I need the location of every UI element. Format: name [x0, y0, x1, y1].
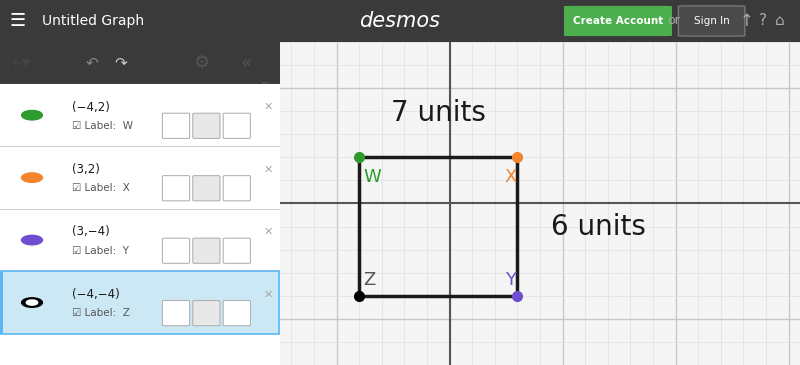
Text: ?: ? [759, 14, 767, 28]
Text: Sign In: Sign In [694, 16, 730, 26]
Text: Z: Z [363, 271, 375, 289]
Text: «: « [241, 54, 252, 72]
Text: (−4,−4): (−4,−4) [72, 288, 120, 301]
Text: A: A [232, 119, 242, 133]
Text: A: A [232, 306, 242, 320]
Text: ☑ Label:  Y: ☑ Label: Y [72, 246, 129, 256]
Text: A: A [173, 246, 179, 256]
Text: A: A [202, 119, 210, 132]
Text: 7 units: 7 units [391, 99, 486, 127]
Text: ☰: ☰ [10, 12, 26, 30]
Text: ✕: ✕ [263, 227, 273, 237]
Text: ↶: ↶ [86, 55, 98, 70]
Text: 6 units: 6 units [551, 212, 646, 241]
Text: ✕: ✕ [263, 102, 273, 112]
Text: Y: Y [505, 271, 516, 289]
Text: ↷: ↷ [114, 55, 126, 70]
Text: ☑ Label:  X: ☑ Label: X [72, 183, 130, 193]
Text: Untitled Graph: Untitled Graph [42, 14, 144, 28]
Text: +▾: +▾ [9, 54, 30, 72]
Text: ⚙: ⚙ [194, 54, 210, 72]
Text: (3,2): (3,2) [72, 163, 100, 176]
FancyBboxPatch shape [564, 6, 672, 36]
Text: desmos: desmos [359, 11, 441, 31]
Text: ⌂: ⌂ [775, 14, 785, 28]
Text: (−4,2): (−4,2) [72, 101, 110, 114]
Text: A: A [232, 244, 242, 258]
Text: ☑ Label:  Z: ☑ Label: Z [72, 308, 130, 318]
Text: A: A [173, 183, 179, 193]
Text: A: A [232, 181, 242, 195]
Text: A: A [202, 182, 210, 195]
Text: ☑ Label:  W: ☑ Label: W [72, 121, 133, 131]
Text: ↑: ↑ [739, 12, 754, 30]
Text: (3,−4): (3,−4) [72, 226, 110, 238]
Text: or: or [667, 15, 680, 27]
Text: W: W [363, 168, 381, 186]
Text: A: A [202, 244, 210, 257]
FancyBboxPatch shape [678, 6, 745, 36]
Text: Create Account: Create Account [573, 16, 663, 26]
Text: ✕: ✕ [263, 289, 273, 299]
Text: X: X [505, 168, 518, 186]
Text: A: A [173, 121, 179, 131]
Text: ✕: ✕ [263, 165, 273, 174]
Text: A: A [202, 307, 210, 320]
Text: A: A [173, 308, 179, 318]
